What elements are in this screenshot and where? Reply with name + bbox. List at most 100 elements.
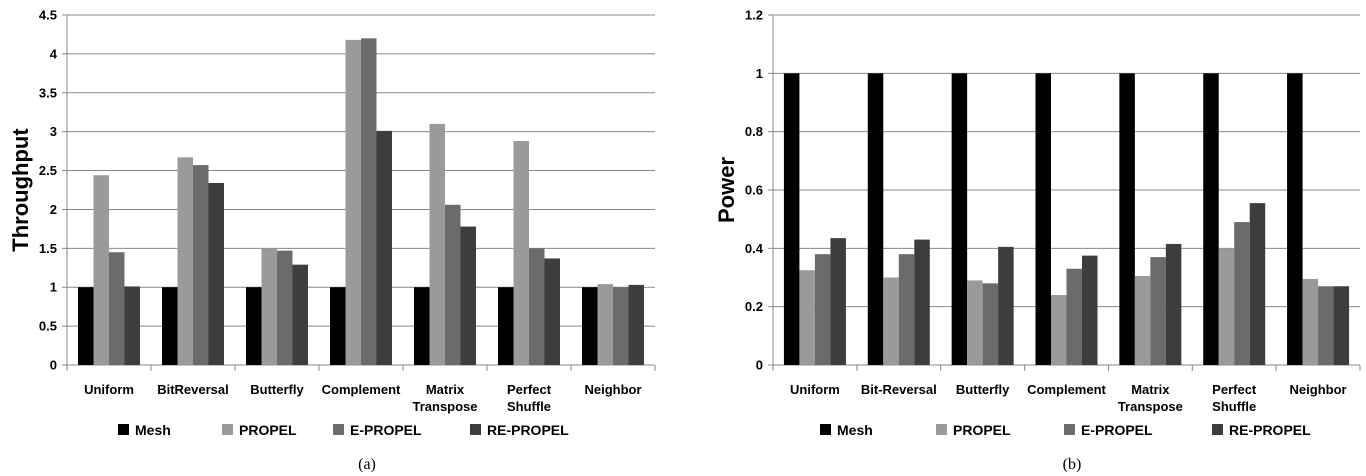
bar-mesh [330,287,346,365]
chart-a: 0 0.5 1 1.5 2 2.5 3 3.5 4 4.5 Throughput Uniform Bit… [8,8,656,473]
legend-swatch-e-propel [333,424,344,435]
y-tick-label: 1 [756,66,763,81]
y-axis-title: Throughput [8,128,33,252]
bar-propel [261,248,277,365]
y-tick-label: 1.5 [39,241,57,256]
bar-e-propel [193,165,209,365]
bar-re-propel [1249,203,1266,365]
x-tick-label: Complement [1027,382,1106,397]
bar-re-propel [830,238,846,365]
bar-e-propel [1066,268,1082,365]
bar-mesh [1119,73,1135,365]
bar-propel [967,280,983,365]
legend-label-e-propel: E-PROPEL [350,422,422,438]
bar-re-propel [124,286,140,365]
x-tick-label: Uniform [84,382,134,397]
x-tick-label: Butterfly [250,382,304,397]
figure-caption: (b) [1063,456,1082,473]
y-tick-label: 1 [50,280,57,295]
bar-e-propel [1318,286,1334,365]
bar-re-propel [914,239,930,365]
legend-swatch-propel [222,424,233,435]
bar-re-propel [376,130,392,365]
x-tick-label: Shuffle [1212,399,1256,414]
bar-mesh [1203,73,1219,365]
chart-b: 0 0.2 0.4 0.6 0.8 1 1.2 Power Uniform Bit-Reversa… [714,8,1361,473]
bar-e-propel [361,38,377,365]
figure-caption: (a) [358,456,376,473]
bar-propel [799,270,815,365]
bar-re-propel [628,284,644,365]
bar-e-propel [982,283,999,365]
bar-mesh [582,287,598,365]
y-tick-label: 0 [50,358,57,373]
bar-propel [429,123,445,365]
bar-propel [513,141,529,365]
x-tick-label: Perfect [1212,382,1257,397]
bar-e-propel [613,287,629,365]
bar-e-propel [277,250,293,365]
bar-mesh [414,287,430,365]
legend-swatch-e-propel [1064,424,1075,435]
bar-e-propel [1234,222,1250,365]
bar-propel [597,284,613,365]
bar-mesh [246,287,262,365]
y-tick-label: 3 [50,124,57,139]
bar-propel [1218,248,1235,365]
bar-e-propel [529,248,545,365]
bar-mesh [1287,73,1303,365]
y-tick-label: 2.5 [39,163,57,178]
y-tick-label: 0.8 [745,124,763,139]
y-tick-label: 1.2 [745,8,763,23]
bar-propel [177,157,193,365]
x-tick-label: Matrix [426,382,465,397]
legend-swatch-re-propel [470,424,481,435]
bar-mesh [951,73,968,365]
bar-propel [883,277,899,365]
legend-label-mesh: Mesh [837,422,873,438]
legend-label-e-propel: E-PROPEL [1081,422,1153,438]
bar-propel [1302,278,1319,365]
bar-mesh [783,73,800,365]
bar-e-propel [445,204,461,365]
bar-re-propel [998,246,1014,365]
bar-e-propel [898,254,915,365]
bar-mesh [498,287,514,365]
bar-mesh [867,73,884,365]
y-tick-label: 2 [50,202,57,217]
bar-e-propel [1150,257,1166,365]
x-tick-label: Neighbor [584,382,641,397]
y-tick-label: 0.4 [745,241,764,256]
legend-label-re-propel: RE-PROPEL [487,422,569,438]
bar-mesh [162,287,178,365]
x-tick-label: Butterfly [956,382,1010,397]
bar-mesh [78,287,94,365]
bar-propel [345,39,361,366]
x-tick-label: Neighbor [1290,382,1347,397]
legend-label-re-propel: RE-PROPEL [1229,422,1311,438]
legend-swatch-mesh [118,424,129,435]
x-tick-label: Transpose [1118,399,1183,414]
y-tick-label: 4 [50,46,58,61]
bar-propel [93,175,109,365]
x-tick-label: Shuffle [507,399,551,414]
bar-mesh [1035,73,1051,365]
bar-re-propel [1082,255,1098,365]
y-tick-label: 3.5 [39,85,57,100]
x-tick-label: Bit-Reversal [861,382,937,397]
y-tick-label: 4.5 [39,8,57,23]
x-tick-label: Complement [322,382,401,397]
y-tick-label: 0.5 [39,319,57,334]
bar-re-propel [544,258,560,365]
bar-re-propel [208,183,224,365]
x-tick-label: Perfect [507,382,552,397]
y-tick-label: 0 [756,358,763,373]
y-axis-title: Power [714,157,739,223]
legend-label-propel: PROPEL [239,422,297,438]
x-tick-label: Uniform [790,382,840,397]
x-tick-label: Transpose [412,399,477,414]
bar-re-propel [1165,243,1182,365]
legend-label-mesh: Mesh [135,422,171,438]
legend-label-propel: PROPEL [953,422,1011,438]
